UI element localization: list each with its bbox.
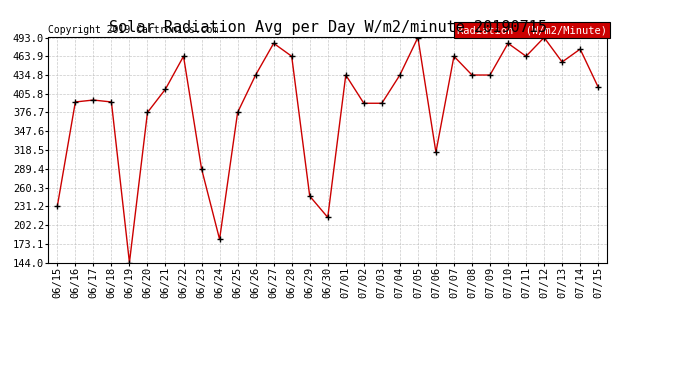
Title: Solar Radiation Avg per Day W/m2/minute 20190715: Solar Radiation Avg per Day W/m2/minute …: [109, 20, 546, 35]
Text: Copyright 2019 Cartronics.com: Copyright 2019 Cartronics.com: [48, 25, 219, 35]
Text: Radiation  (W/m2/Minute): Radiation (W/m2/Minute): [457, 25, 607, 35]
